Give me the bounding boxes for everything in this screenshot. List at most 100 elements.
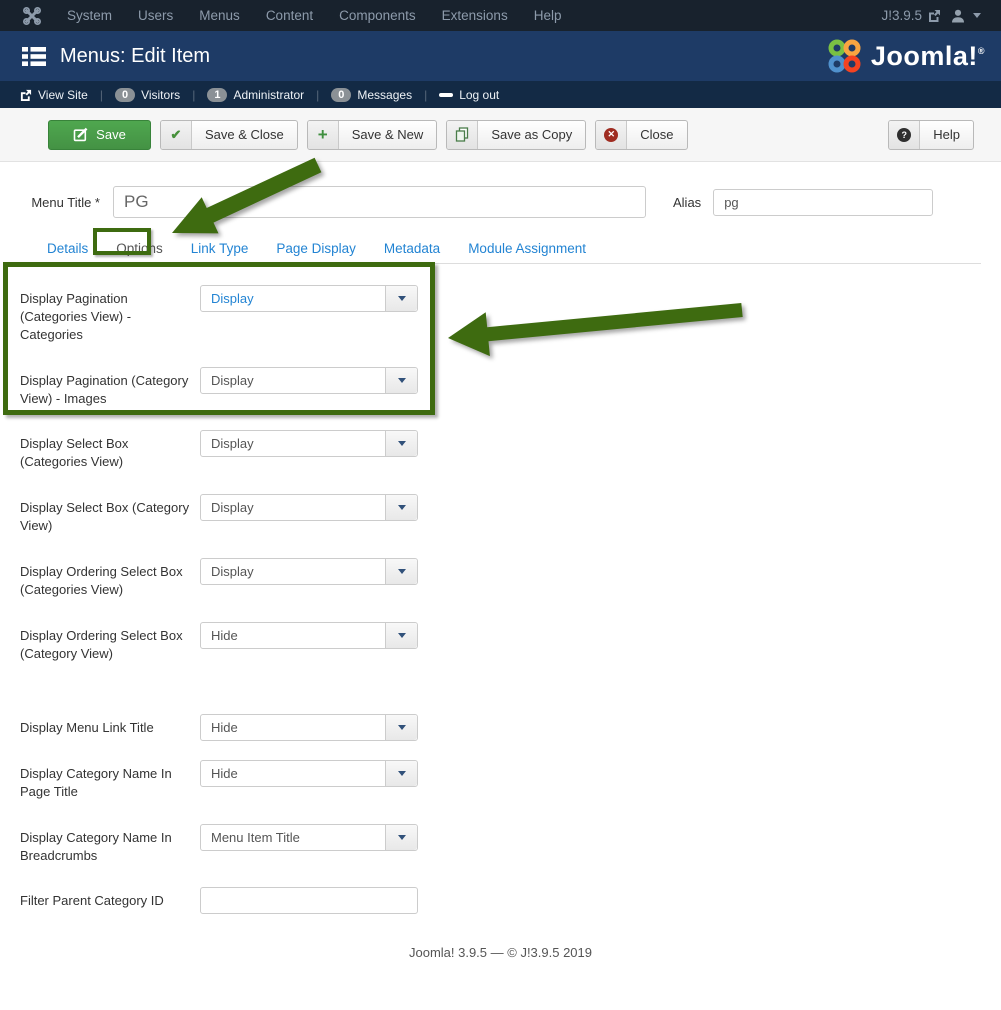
caret-glyph [397,441,406,446]
dropdown-display-pagination-categories-view-categories[interactable]: Display [200,285,418,312]
chevron-down-icon[interactable] [385,559,417,584]
form-row-display-menu-link-title: Display Menu Link Title Hide [20,714,981,760]
tab-link-type[interactable]: Link Type [190,241,249,256]
administrator-label: Administrator [233,87,305,102]
save-new-button[interactable]: + Save & New [306,119,438,150]
field-label: Display Select Box (Category View) [20,500,190,533]
chevron-down-icon[interactable] [385,761,417,786]
separator: | [316,87,320,102]
chevron-down-icon [973,13,981,18]
topnav-item-content[interactable]: Content [265,8,314,23]
dropdown-selected-value: Hide [211,628,238,643]
caret-glyph [397,296,406,301]
save-close-button[interactable]: ✔ Save & Close [160,119,298,150]
visitors-link[interactable]: 0 Visitors [114,87,181,102]
form-row-display-select-box-categories-view: Display Select Box (Categories View) Disp… [20,430,981,494]
topnav-item-users[interactable]: Users [138,8,174,23]
input-filter-parent-category-id[interactable] [200,887,418,914]
save-close-label: Save & Close [205,127,284,142]
user-menu[interactable] [950,8,981,24]
form-row-filter-parent-category-id: Filter Parent Category ID [20,887,981,933]
dropdown-selected-value: Display [211,564,254,579]
topnav-right: J!3.9.5 [881,8,1001,24]
site-preview-link[interactable]: J!3.9.5 [881,8,941,23]
separator: | [99,87,103,102]
view-site-link[interactable]: View Site [20,88,88,102]
topnav-item-menus[interactable]: Menus [199,8,240,23]
chevron-down-icon[interactable] [385,715,417,740]
field-label: Display Category Name In Breadcrumbs [20,830,172,863]
view-site-label: View Site [38,87,88,102]
dropdown-selected-value: Hide [211,766,238,781]
help-button[interactable]: ? Help [888,119,974,150]
topnav-item-components[interactable]: Components [339,8,416,23]
menu-title-input[interactable] [113,186,646,218]
dropdown-display-pagination-category-view-images[interactable]: Display [200,367,418,394]
dropdown-display-select-box-categories-view[interactable]: Display [200,430,418,457]
chevron-down-icon[interactable] [385,431,417,456]
options-form: Display Pagination (Categories View) - C… [20,264,981,933]
main-content: Menu Title * Alias Details Options Link Ty… [0,186,1001,960]
dropdown-selected-value: Hide [211,720,238,735]
save-label: Save [96,127,126,142]
chevron-down-icon[interactable] [385,286,417,311]
chevron-down-icon[interactable] [385,825,417,850]
chevron-down-icon[interactable] [385,623,417,648]
caret-glyph [397,725,406,730]
separator: | [424,87,428,102]
save-new-label: Save & New [351,127,424,142]
admin-top-nav: System Users Menus Content Components Extensi… [0,0,1001,31]
dropdown-display-select-box-category-view[interactable]: Display [200,494,418,521]
save-copy-button[interactable]: Save as Copy [446,119,587,150]
tab-module-assignment[interactable]: Module Assignment [468,241,587,256]
tab-details[interactable]: Details [47,241,89,256]
field-label: Display Ordering Select Box (Category Vi… [20,628,183,661]
administrator-link[interactable]: 1 Administrator [207,87,305,102]
messages-count-badge: 0 [331,87,352,102]
toolbar: Save ✔ Save & Close + Save & New Save as… [0,108,1001,162]
tab-options[interactable]: Options [116,241,163,256]
topnav-item-help[interactable]: Help [533,8,562,23]
form-row-display-category-name-in-breadcrumbs: Display Category Name In Breadcrumbs Menu… [20,824,981,887]
chevron-down-icon[interactable] [385,368,417,393]
dropdown-selected-value: Display [211,373,254,388]
page-header: Menus: Edit Item Joomla!® [0,31,1001,81]
footer-version-text: Joomla! 3.9.5 — © J!3.9.5 2019 [408,945,592,960]
dropdown-selected-value: Display [211,436,254,451]
save-icon [73,127,88,142]
close-label: Close [640,127,674,142]
topnav-item-extensions[interactable]: Extensions [441,8,508,23]
dropdown-display-category-name-in-breadcrumbs[interactable]: Menu Item Title [200,824,418,851]
joomla-logo-mark-icon [828,39,861,73]
field-label: Display Pagination (Categories View) - C… [20,291,132,342]
caret-glyph [397,633,406,638]
save-button[interactable]: Save [48,119,151,150]
field-label: Display Select Box (Categories View) [20,436,129,469]
field-label: Display Ordering Select Box (Categories … [20,564,183,597]
administrator-count-badge: 1 [207,87,228,102]
close-button[interactable]: ✕ Close [595,119,688,150]
view-site-icon [20,89,32,101]
visitors-label: Visitors [141,87,181,102]
dropdown-display-menu-link-title[interactable]: Hide [200,714,418,741]
form-row-display-pagination-category-view-images: Display Pagination (Category View) - Ima… [20,367,981,430]
dropdown-display-ordering-select-box-categories-view[interactable]: Display [200,558,418,585]
title-row: Menu Title * Alias [20,186,981,218]
user-icon [952,9,964,22]
topnav-menu: System Users Menus Content Components Extensi… [54,8,574,23]
separator: | [192,87,196,102]
tab-metadata[interactable]: Metadata [383,241,441,256]
caret-glyph [397,378,406,383]
tab-page-display[interactable]: Page Display [276,241,356,256]
logout-link[interactable]: Log out [439,88,499,102]
chevron-down-icon[interactable] [385,495,417,520]
dropdown-display-ordering-select-box-category-view[interactable]: Hide [200,622,418,649]
topnav-item-system[interactable]: System [67,8,113,23]
dropdown-display-category-name-in-page-title[interactable]: Hide [200,760,418,787]
site-name: J!3.9.5 [881,8,922,23]
alias-input[interactable] [713,188,934,216]
messages-link[interactable]: 0 Messages [331,87,412,102]
copy-icon [456,127,469,142]
field-label: Filter Parent Category ID [20,893,164,908]
form-row-display-ordering-select-box-category-view: Display Ordering Select Box (Category Vi… [20,622,981,714]
